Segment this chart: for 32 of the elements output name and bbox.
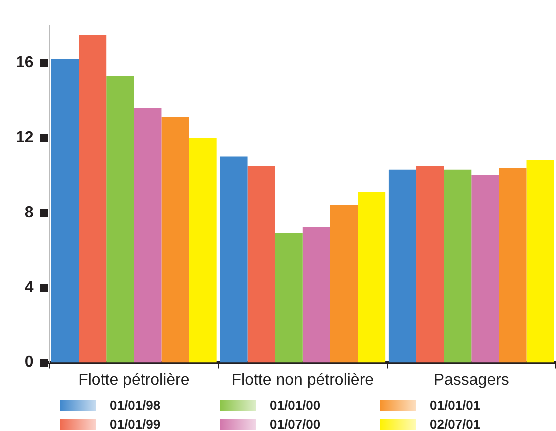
bar <box>499 168 527 363</box>
x-tick-label: Flotte non pétrolière <box>232 372 374 389</box>
x-tick-label: Flotte pétrolière <box>78 372 190 389</box>
bar <box>388 170 417 363</box>
y-tick-label: 0 <box>24 354 34 372</box>
bar <box>106 76 134 363</box>
y-tick-label: 8 <box>24 204 34 222</box>
legend-label: 01/01/99 <box>110 417 161 431</box>
legend-label: 01/07/00 <box>270 417 321 431</box>
legend-label: 01/01/98 <box>110 398 161 413</box>
legend-label: 02/07/01 <box>430 417 481 431</box>
bar <box>162 117 190 363</box>
bar <box>79 34 107 363</box>
bar <box>526 160 554 363</box>
x-tick-label: Passagers <box>434 372 510 389</box>
bar <box>51 59 80 363</box>
bar <box>358 192 386 363</box>
bar <box>330 205 358 363</box>
bar <box>134 108 162 363</box>
bar <box>220 156 248 363</box>
bar <box>302 226 330 363</box>
legend-label: 01/01/01 <box>430 398 481 413</box>
bar <box>416 166 444 363</box>
y-tick-label: 12 <box>16 129 34 146</box>
y-tick-label: 16 <box>16 54 34 72</box>
bar <box>189 138 217 363</box>
bar <box>444 170 472 363</box>
bar <box>275 234 303 363</box>
bar <box>472 175 500 363</box>
y-tick-label: 4 <box>24 279 34 296</box>
bar <box>248 166 276 363</box>
legend-label: 01/01/00 <box>270 398 321 413</box>
